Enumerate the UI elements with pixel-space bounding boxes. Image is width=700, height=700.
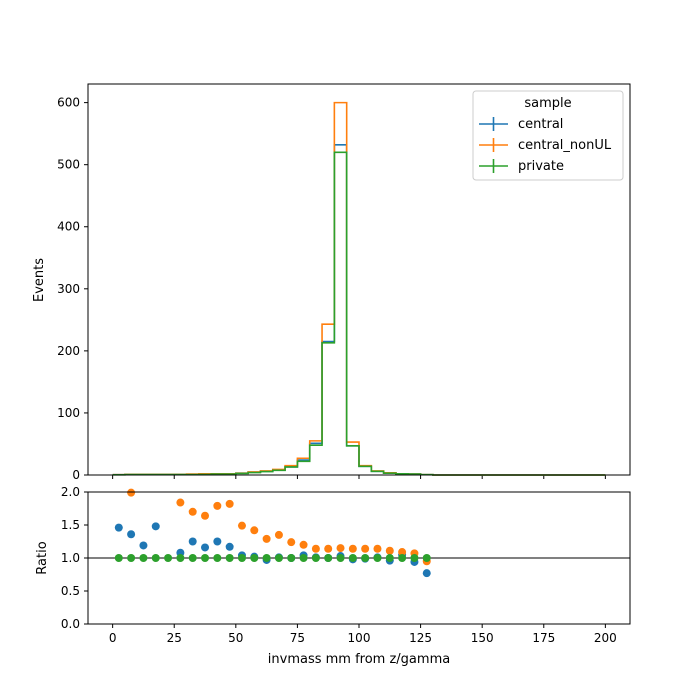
ratio-point-private — [385, 554, 394, 562]
x-tick-label: 125 — [409, 631, 432, 645]
x-tick-label: 25 — [167, 631, 182, 645]
x-tick-label: 0 — [109, 631, 117, 645]
ratio-point-private — [114, 554, 123, 562]
ratio-point-private — [398, 554, 407, 562]
x-tick-label: 100 — [348, 631, 371, 645]
legend-title: sample — [524, 96, 571, 111]
ratio-point-central — [114, 523, 123, 532]
ratio-point-private — [373, 554, 382, 562]
ratio-point-private — [201, 554, 210, 562]
ratio-point-central-nonUL — [348, 544, 357, 553]
ratio-point-private — [336, 554, 345, 562]
main-y-tick-label: 500 — [57, 158, 80, 172]
main-y-tick-label: 600 — [57, 96, 80, 110]
ratio-point-private — [225, 554, 234, 562]
ratio-point-private — [422, 554, 431, 562]
ratio-point-central-nonUL — [398, 548, 407, 557]
ratio-point-central-nonUL — [250, 526, 259, 535]
ratio-point-private — [127, 554, 136, 562]
ratio-y-tick-label: 2.0 — [61, 485, 80, 499]
ratio-point-central — [213, 537, 222, 546]
legend-label: central — [518, 117, 563, 132]
legend-entry-private: private — [479, 159, 564, 174]
main-plot-frame — [87, 83, 631, 476]
ratio-point-central — [151, 522, 160, 531]
ratio-y-tick-label: 1.0 — [61, 551, 80, 565]
ratio-point-central — [201, 543, 210, 552]
ratio-point-private — [287, 554, 296, 562]
main-y-tick-label: 0 — [72, 468, 80, 482]
ratio-point-central-nonUL — [311, 544, 320, 553]
ratio-point-central-nonUL — [213, 501, 222, 510]
x-tick-label: 175 — [532, 631, 555, 645]
ratio-point-private — [164, 554, 173, 562]
ratio-point-central-nonUL — [176, 498, 185, 507]
ratio-point-private — [250, 554, 259, 562]
x-tick-label: 200 — [594, 631, 617, 645]
ratio-point-central — [139, 541, 148, 550]
ratio-panel: 0 25 50 75 100 125 150 175 200 0.0 0.5 1.0 1.5 2.0 Ra… — [35, 485, 631, 667]
legend-label: central_nonUL — [518, 138, 612, 153]
x-tick-label: 75 — [290, 631, 305, 645]
ratio-point-central-nonUL — [237, 521, 246, 530]
ratio-point-central-nonUL — [188, 507, 197, 516]
ratio-point-central — [225, 542, 234, 551]
ratio-y-tick-label: 0.0 — [61, 617, 80, 631]
main-y-axis-label: Events — [32, 258, 47, 302]
ratio-point-central-nonUL — [274, 530, 283, 539]
histogram-private — [112, 151, 606, 476]
ratio-point-central-nonUL — [225, 499, 234, 508]
ratio-point-central-nonUL — [361, 544, 370, 553]
ratio-point-private — [213, 554, 222, 562]
ratio-point-central-nonUL — [127, 488, 136, 497]
main-y-tick-label: 100 — [57, 406, 80, 420]
ratio-point-central — [127, 530, 136, 539]
ratio-y-axis-label: Ratio — [35, 541, 50, 574]
ratio-point-private — [324, 554, 333, 562]
ratio-point-central-nonUL — [373, 544, 382, 553]
x-axis-label: invmass mm from z/gamma — [268, 652, 450, 667]
ratio-point-private — [274, 554, 283, 562]
x-tick-label: 50 — [228, 631, 243, 645]
ratio-point-private — [139, 554, 148, 562]
x-tick-label: 150 — [471, 631, 494, 645]
ratio-y-tick-label: 0.5 — [61, 584, 80, 598]
legend-label: private — [518, 159, 564, 174]
legend-entry-central: central — [479, 117, 563, 132]
ratio-point-private — [151, 554, 160, 562]
ratio-points — [114, 488, 431, 578]
main-y-tick-label: 300 — [57, 282, 80, 296]
ratio-point-central-nonUL — [299, 540, 308, 549]
main-panel: 0 100 200 300 400 500 600 Events — [32, 83, 631, 482]
ratio-point-central-nonUL — [324, 544, 333, 553]
ratio-point-private — [410, 554, 419, 562]
ratio-point-central-nonUL — [336, 544, 345, 553]
ratio-point-private — [176, 554, 185, 562]
ratio-point-central-nonUL — [262, 534, 271, 543]
ratio-point-central — [188, 537, 197, 546]
ratio-point-private — [311, 554, 320, 562]
legend-box — [472, 90, 624, 181]
ratio-point-private — [262, 554, 271, 562]
ratio-point-central-nonUL — [287, 538, 296, 547]
ratio-plot-frame — [87, 491, 631, 625]
ratio-y-tick-label: 1.5 — [61, 518, 80, 532]
main-y-tick-label: 200 — [57, 344, 80, 358]
ratio-point-private — [237, 554, 246, 562]
main-y-tick-label: 400 — [57, 220, 80, 234]
ratio-point-central-nonUL — [385, 546, 394, 555]
ratio-point-central-nonUL — [201, 511, 210, 520]
ratio-point-private — [299, 554, 308, 562]
ratio-axis-ticks: 0 25 50 75 100 125 150 175 200 0.0 0.5 1.0 1.5 2.0 — [61, 485, 617, 645]
histogram-central — [112, 144, 606, 476]
main-axis-ticks: 0 100 200 300 400 500 600 — [57, 96, 606, 482]
ratio-point-central — [422, 569, 431, 578]
legend-entry-central-nonUL: central_nonUL — [479, 138, 612, 153]
ratio-point-private — [348, 554, 357, 562]
ratio-point-private — [361, 554, 370, 562]
ratio-point-private — [188, 554, 197, 562]
